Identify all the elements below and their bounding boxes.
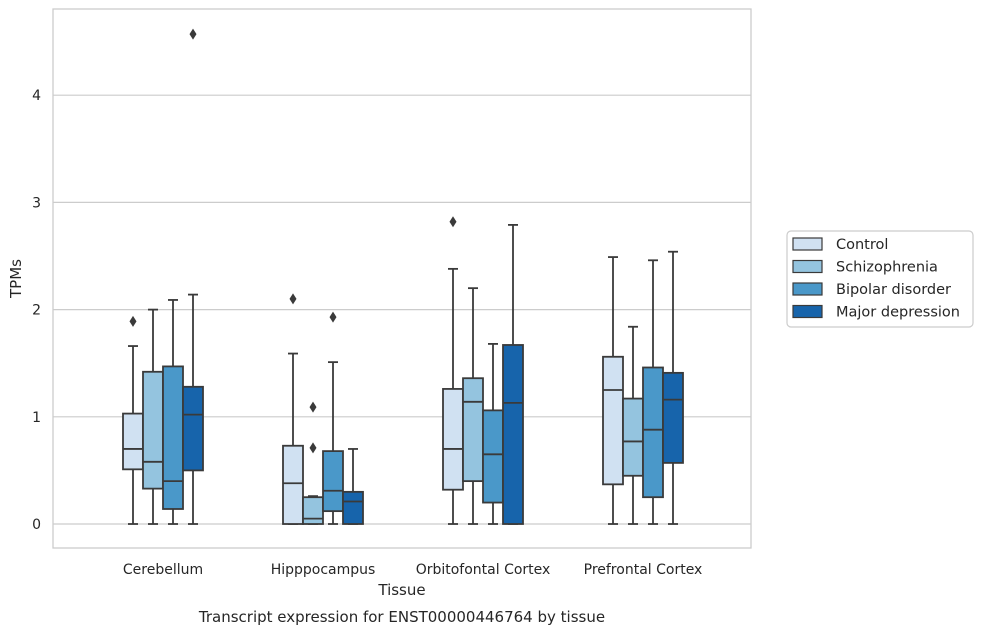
box-body — [622, 397, 644, 477]
box-2-0 — [442, 216, 464, 525]
boxes — [122, 28, 684, 525]
box-body — [662, 371, 684, 464]
x-tick-label-1: Hipppocampus — [271, 562, 376, 578]
x-tick-label-0: Cerebellum — [123, 562, 203, 578]
outlier-point-0 — [289, 293, 297, 305]
box-body — [602, 355, 624, 486]
y-ticks: 0 1 2 3 4 — [32, 88, 41, 533]
box-body — [302, 496, 324, 525]
box-body — [122, 412, 144, 471]
legend-label-2: Bipolar disorder — [836, 282, 951, 298]
legend-label-3: Major depression — [836, 305, 960, 321]
box-3-3 — [662, 250, 684, 525]
box-body — [642, 366, 664, 499]
outlier-point-0 — [329, 311, 337, 323]
x-ticks: Cerebellum Hipppocampus Orbitofontal Corte… — [123, 562, 702, 578]
box-body — [342, 490, 364, 525]
legend-label-0: Control — [836, 237, 888, 253]
box-0-2 — [162, 299, 184, 525]
legend-swatch-0 — [792, 237, 823, 251]
y-tick-label-1: 1 — [32, 410, 41, 426]
x-tick-label-2: Orbitofontal Cortex — [416, 562, 551, 578]
legend-frame — [786, 230, 974, 328]
x-tick-label-3: Prefrontal Cortex — [584, 562, 703, 578]
x-axis-label: Tissue — [377, 581, 425, 599]
legend-label-1: Schizophrenia — [836, 260, 938, 276]
legend-swatch-3 — [792, 304, 823, 319]
box-0-0 — [122, 315, 144, 525]
outlier-point-0 — [449, 216, 457, 228]
box-2-1 — [462, 287, 484, 525]
outlier-point-0 — [309, 442, 317, 454]
outlier-point-0 — [129, 315, 137, 327]
box-2-2 — [482, 343, 504, 525]
box-body — [502, 344, 524, 525]
box-1-0 — [282, 293, 304, 525]
box-3-1 — [622, 325, 644, 525]
box-body — [322, 450, 344, 513]
outlier-point-1 — [309, 401, 317, 413]
box-body — [462, 377, 484, 483]
box-body — [182, 385, 204, 472]
outlier-point-0 — [189, 28, 197, 40]
y-tick-label-2: 2 — [32, 303, 41, 319]
box-body — [162, 365, 184, 510]
y-tick-label-4: 4 — [32, 88, 41, 104]
y-tick-label-0: 0 — [32, 517, 41, 533]
legend: Control Schizophrenia Bipolar disorder Majo… — [786, 230, 974, 328]
box-1-1 — [302, 401, 324, 525]
box-3-0 — [602, 256, 624, 525]
legend-swatch-2 — [792, 282, 823, 296]
box-0-1 — [142, 308, 164, 525]
y-tick-label-3: 3 — [32, 195, 41, 211]
box-body — [442, 388, 464, 491]
box-3-2 — [642, 259, 664, 525]
box-body — [482, 409, 504, 504]
box-body — [282, 444, 304, 525]
legend-swatch-1 — [792, 259, 823, 274]
box-1-3 — [342, 448, 364, 525]
y-axis-label: TPMs — [7, 259, 25, 299]
plot-frame — [52, 8, 752, 549]
box-body — [142, 370, 164, 490]
chart-caption: Transcript expression for ENST0000044676… — [198, 608, 605, 626]
box-0-3 — [182, 28, 204, 525]
box-1-2 — [322, 311, 344, 525]
box-2-3 — [502, 224, 524, 525]
